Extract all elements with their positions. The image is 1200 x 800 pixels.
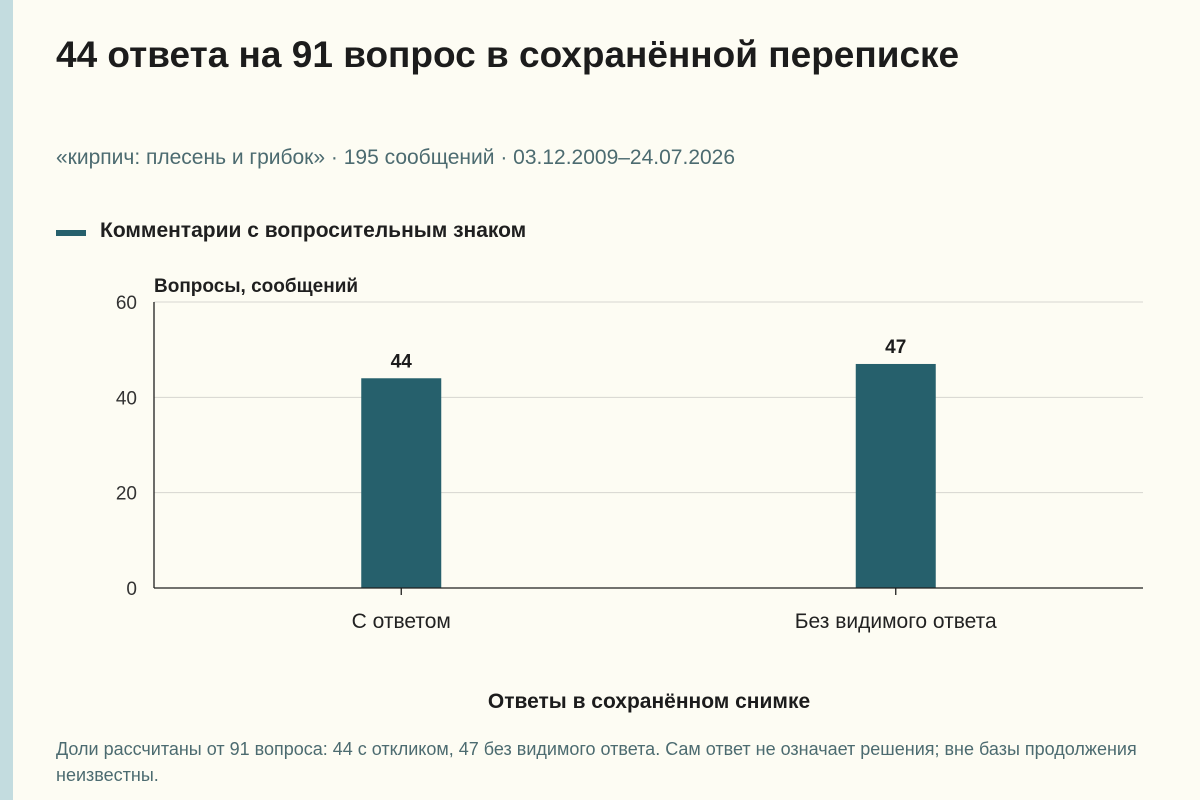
legend-swatch — [56, 230, 86, 236]
bar-value-label: 44 — [391, 351, 413, 372]
chart-labels: 0 20 40 60 44 С ответом 47 Без видимого ответа — [116, 293, 997, 633]
y-tick-label: 20 — [116, 484, 137, 505]
y-axis-title: Вопросы, сообщений — [154, 276, 358, 297]
grid-lines — [154, 301, 1143, 494]
accent-strip — [0, 0, 13, 800]
y-tick-label: 60 — [116, 293, 137, 314]
page-subtitle: «кирпич: плесень и грибок» · 195 сообщен… — [56, 146, 736, 169]
bar — [855, 363, 936, 588]
footnote: Доли рассчитаны от 91 вопроса: 44 с откл… — [56, 739, 1137, 785]
bars — [361, 363, 936, 588]
bar — [361, 378, 442, 588]
x-category-label: С ответом — [352, 610, 451, 633]
y-tick-label: 0 — [126, 579, 137, 600]
axes — [153, 302, 1143, 595]
y-tick-label: 40 — [116, 388, 137, 409]
bar-value-label: 47 — [885, 337, 906, 358]
legend-label: Комментарии с вопросительным знаком — [100, 219, 527, 242]
x-axis-title: Ответы в сохранённом снимке — [488, 690, 810, 713]
page-title: 44 ответа на 91 вопрос в сохранённой пер… — [56, 34, 960, 75]
chart-legend: Комментарии с вопросительным знаком — [56, 219, 526, 243]
x-category-label: Без видимого ответа — [795, 610, 997, 633]
